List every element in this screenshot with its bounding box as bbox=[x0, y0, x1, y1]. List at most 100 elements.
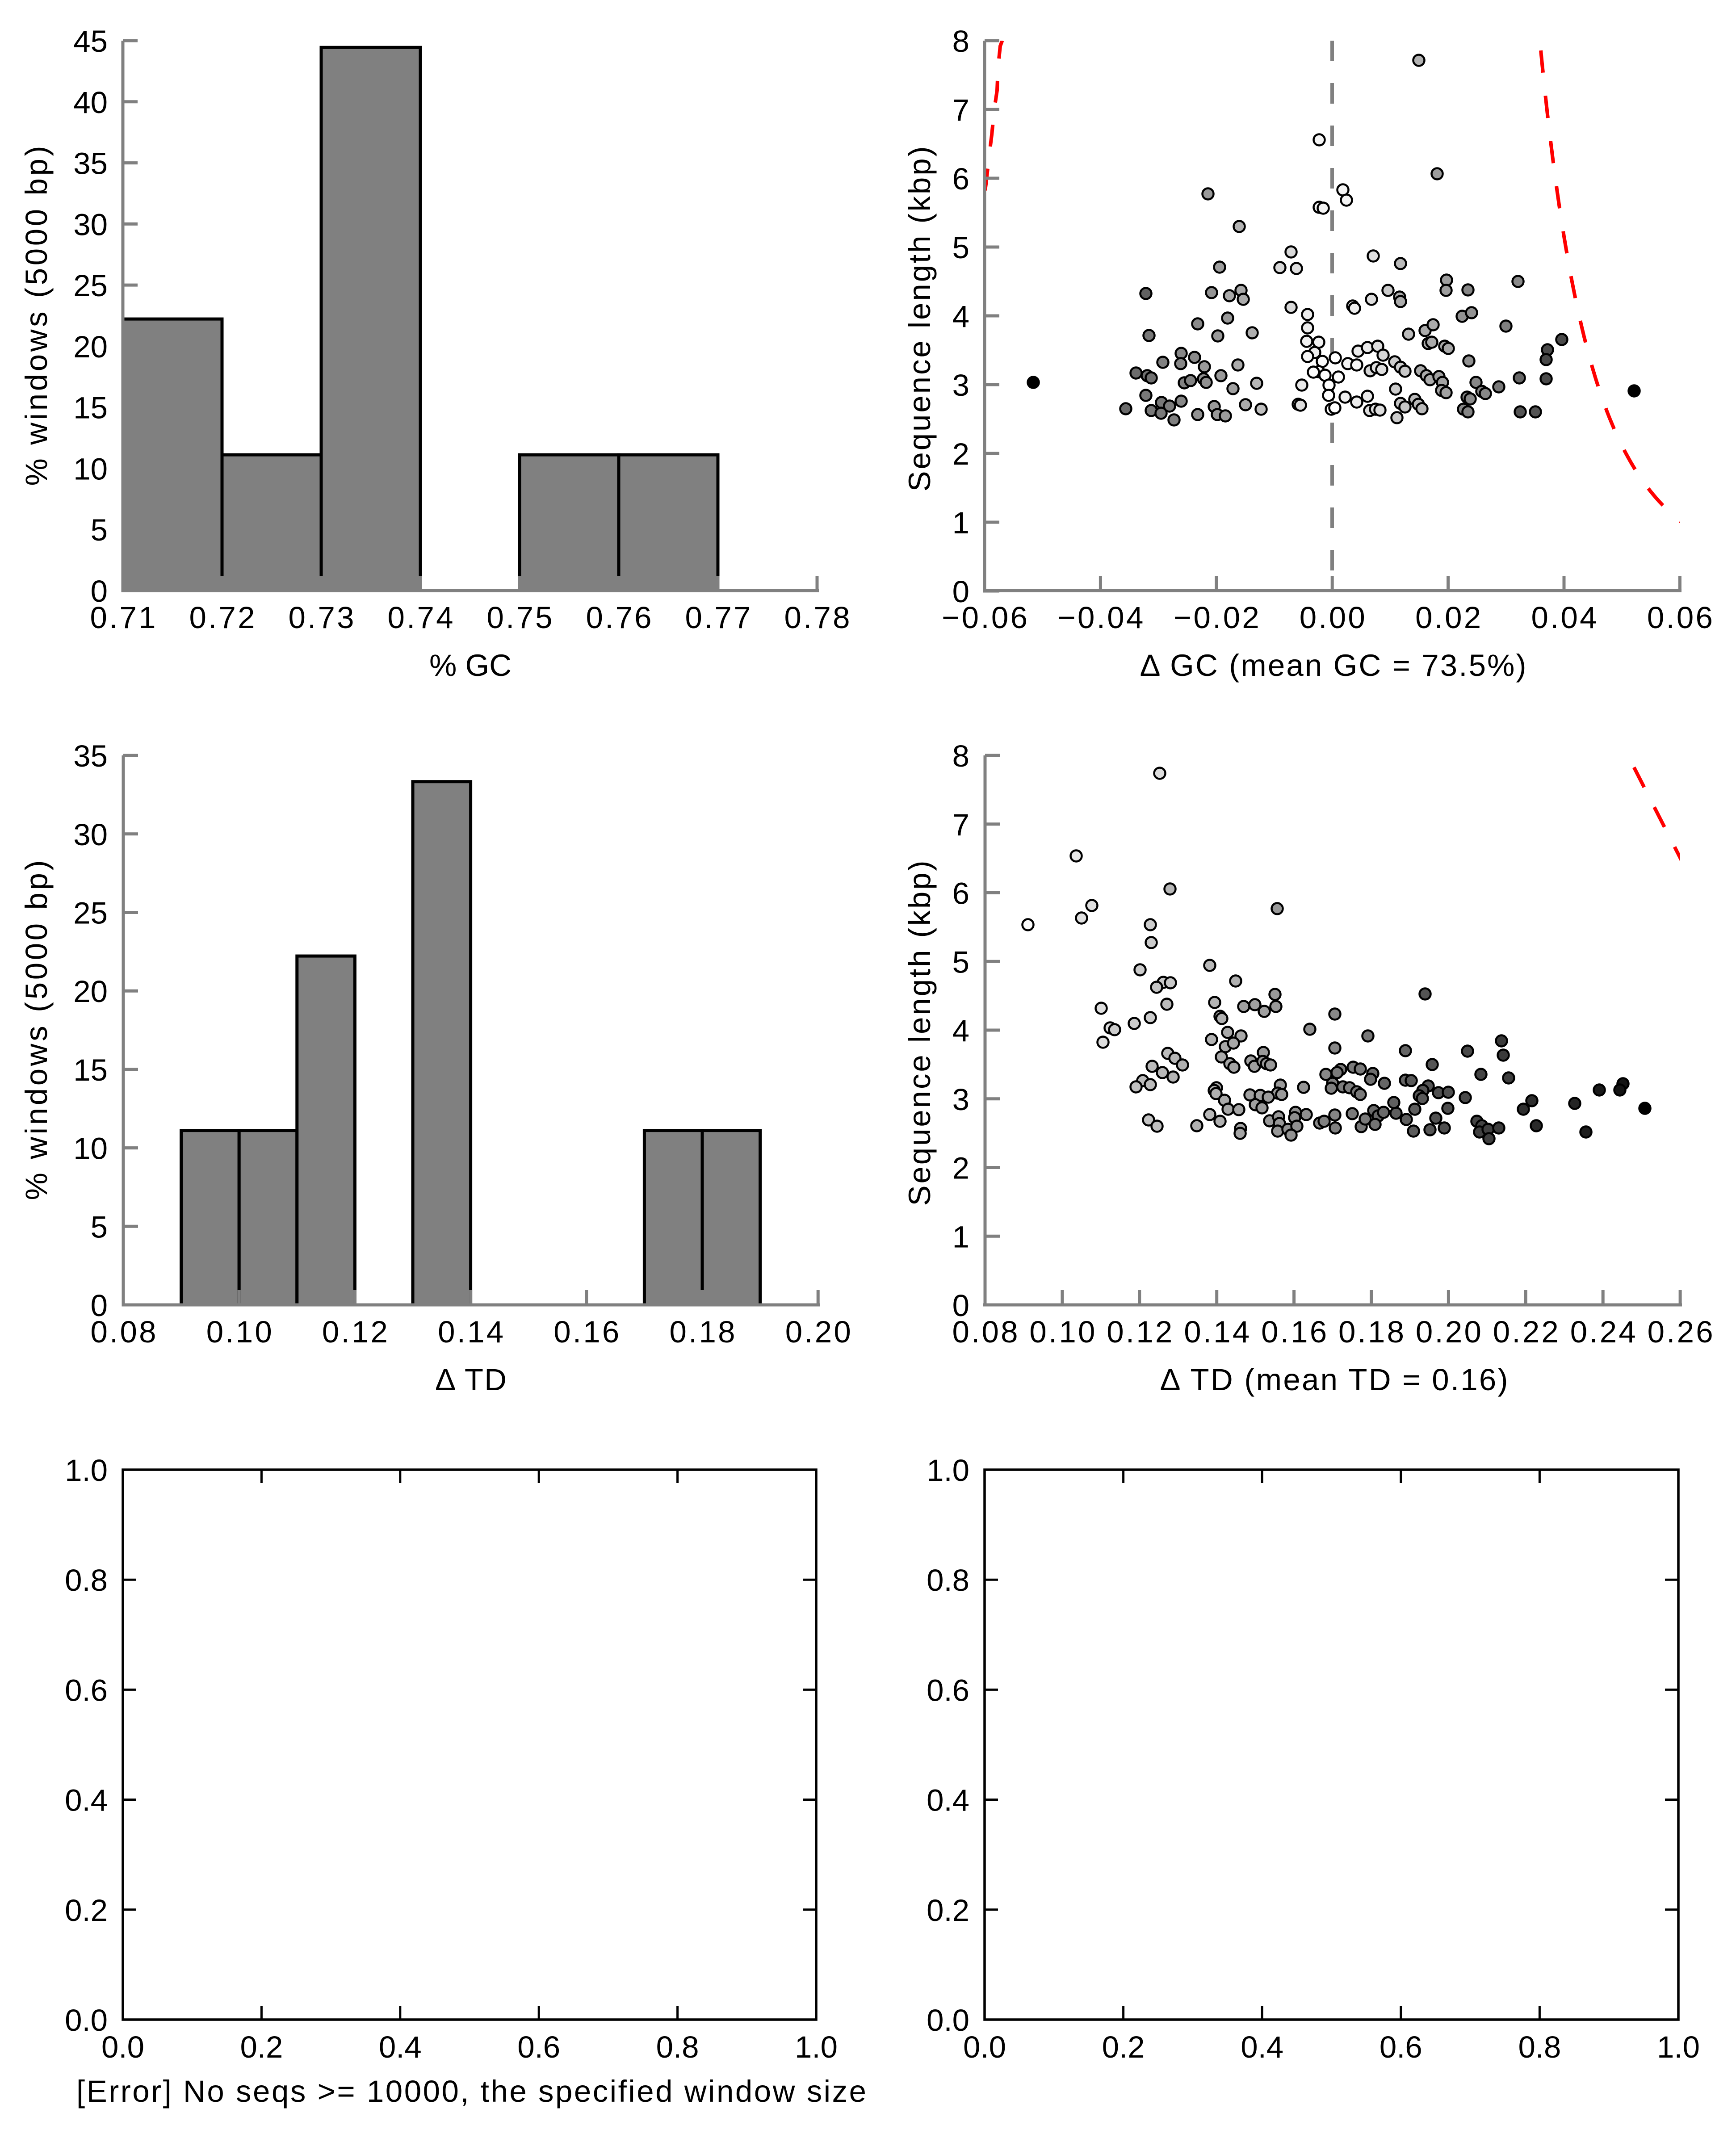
svg-text:0.4: 0.4 bbox=[1241, 2030, 1283, 2064]
svg-text:0.22: 0.22 bbox=[1493, 1315, 1559, 1349]
svg-text:4: 4 bbox=[952, 1014, 969, 1048]
svg-text:20: 20 bbox=[73, 330, 108, 364]
svg-text:−0.02: −0.02 bbox=[1174, 600, 1259, 635]
svg-text:1.0: 1.0 bbox=[927, 1453, 969, 1488]
svg-text:% windows (5000 bp): % windows (5000 bp) bbox=[19, 860, 54, 1200]
svg-text:Δ TD: Δ TD bbox=[435, 1362, 507, 1397]
svg-text:5: 5 bbox=[91, 1210, 108, 1244]
svg-text:45: 45 bbox=[73, 24, 108, 59]
svg-text:0.8: 0.8 bbox=[1518, 2030, 1561, 2064]
svg-text:0.14: 0.14 bbox=[438, 1315, 503, 1349]
svg-text:0.0: 0.0 bbox=[963, 2030, 1006, 2064]
svg-text:0.00: 0.00 bbox=[1300, 600, 1365, 635]
svg-text:6: 6 bbox=[952, 876, 969, 911]
svg-text:1: 1 bbox=[952, 506, 969, 540]
svg-text:5: 5 bbox=[952, 231, 969, 265]
svg-text:8: 8 bbox=[952, 24, 969, 59]
svg-text:0: 0 bbox=[91, 574, 108, 608]
svg-text:Δ GC (mean GC = 73.5%): Δ GC (mean GC = 73.5%) bbox=[1140, 648, 1526, 683]
svg-text:0.75: 0.75 bbox=[487, 600, 553, 635]
svg-text:0.0: 0.0 bbox=[927, 2003, 969, 2037]
svg-text:0.6: 0.6 bbox=[927, 1673, 969, 1707]
svg-text:% GC: % GC bbox=[429, 648, 512, 683]
svg-text:0.14: 0.14 bbox=[1184, 1315, 1250, 1349]
svg-text:0.4: 0.4 bbox=[927, 1783, 969, 1818]
svg-text:20: 20 bbox=[73, 974, 108, 1009]
svg-text:0.2: 0.2 bbox=[1102, 2030, 1145, 2064]
svg-text:15: 15 bbox=[73, 1053, 108, 1087]
svg-text:0.12: 0.12 bbox=[322, 1315, 388, 1349]
svg-text:3: 3 bbox=[952, 368, 969, 402]
svg-text:0.6: 0.6 bbox=[1380, 2030, 1422, 2064]
svg-text:8: 8 bbox=[952, 739, 969, 773]
svg-text:0.26: 0.26 bbox=[1648, 1315, 1713, 1349]
svg-text:15: 15 bbox=[73, 391, 108, 425]
svg-text:0.8: 0.8 bbox=[927, 1563, 969, 1597]
svg-text:0.06: 0.06 bbox=[1647, 600, 1713, 635]
svg-text:−0.04: −0.04 bbox=[1057, 600, 1143, 635]
svg-text:0.04: 0.04 bbox=[1531, 600, 1597, 635]
svg-text:0.71: 0.71 bbox=[90, 600, 156, 635]
svg-text:0.10: 0.10 bbox=[1029, 1315, 1095, 1349]
svg-text:1.0: 1.0 bbox=[795, 2030, 838, 2064]
svg-text:35: 35 bbox=[73, 147, 108, 181]
svg-text:0.24: 0.24 bbox=[1570, 1315, 1636, 1349]
svg-text:0.73: 0.73 bbox=[289, 600, 354, 635]
svg-text:0.10: 0.10 bbox=[206, 1315, 272, 1349]
svg-text:40: 40 bbox=[73, 85, 108, 120]
svg-text:0.4: 0.4 bbox=[379, 2030, 422, 2064]
svg-text:0.16: 0.16 bbox=[1261, 1315, 1327, 1349]
svg-text:Δ TD (mean TD = 0.16): Δ TD (mean TD = 0.16) bbox=[1160, 1362, 1508, 1397]
svg-text:0: 0 bbox=[952, 1288, 969, 1323]
svg-text:0.02: 0.02 bbox=[1415, 600, 1481, 635]
svg-text:0.16: 0.16 bbox=[554, 1315, 619, 1349]
svg-text:1.0: 1.0 bbox=[1657, 2030, 1700, 2064]
svg-text:Sequence length (kbp): Sequence length (kbp) bbox=[902, 861, 937, 1206]
svg-text:0.76: 0.76 bbox=[586, 600, 652, 635]
svg-text:0.8: 0.8 bbox=[65, 1563, 108, 1597]
svg-text:[Error] No seqs >= 10000, the: [Error] No seqs >= 10000, the specified … bbox=[76, 2074, 866, 2109]
svg-text:2: 2 bbox=[952, 1151, 969, 1186]
svg-text:0.6: 0.6 bbox=[65, 1673, 108, 1707]
svg-text:0.12: 0.12 bbox=[1107, 1315, 1172, 1349]
svg-text:3: 3 bbox=[952, 1082, 969, 1117]
svg-text:10: 10 bbox=[73, 452, 108, 486]
svg-text:0.72: 0.72 bbox=[189, 600, 255, 635]
svg-text:0.08: 0.08 bbox=[91, 1315, 156, 1349]
svg-text:0.20: 0.20 bbox=[785, 1315, 851, 1349]
svg-text:0: 0 bbox=[952, 574, 969, 609]
svg-text:0.6: 0.6 bbox=[517, 2030, 560, 2064]
svg-text:1.0: 1.0 bbox=[65, 1453, 108, 1488]
svg-text:0.2: 0.2 bbox=[240, 2030, 283, 2064]
svg-text:7: 7 bbox=[952, 93, 969, 127]
svg-text:7: 7 bbox=[952, 808, 969, 842]
svg-text:2: 2 bbox=[952, 437, 969, 471]
svg-text:0.8: 0.8 bbox=[656, 2030, 699, 2064]
svg-text:4: 4 bbox=[952, 299, 969, 334]
svg-text:0: 0 bbox=[91, 1288, 108, 1323]
svg-text:0.77: 0.77 bbox=[685, 600, 751, 635]
svg-text:0.2: 0.2 bbox=[65, 1893, 108, 1928]
svg-text:5: 5 bbox=[952, 945, 969, 979]
svg-text:0.20: 0.20 bbox=[1416, 1315, 1481, 1349]
svg-text:0.0: 0.0 bbox=[65, 2003, 108, 2037]
svg-text:0.74: 0.74 bbox=[388, 600, 453, 635]
svg-text:5: 5 bbox=[91, 513, 108, 547]
svg-text:10: 10 bbox=[73, 1132, 108, 1166]
svg-text:−0.06: −0.06 bbox=[942, 600, 1027, 635]
svg-text:0.78: 0.78 bbox=[784, 600, 850, 635]
svg-text:1: 1 bbox=[952, 1220, 969, 1254]
svg-text:30: 30 bbox=[73, 207, 108, 242]
svg-text:0.0: 0.0 bbox=[101, 2030, 144, 2064]
svg-text:25: 25 bbox=[73, 896, 108, 931]
svg-text:6: 6 bbox=[952, 162, 969, 196]
svg-text:% windows (5000 bp): % windows (5000 bp) bbox=[19, 146, 54, 486]
svg-text:0.08: 0.08 bbox=[952, 1315, 1018, 1349]
svg-text:Sequence length (kbp): Sequence length (kbp) bbox=[902, 147, 937, 492]
svg-text:0.2: 0.2 bbox=[927, 1893, 969, 1928]
svg-text:35: 35 bbox=[73, 739, 108, 773]
svg-text:25: 25 bbox=[73, 268, 108, 303]
svg-text:30: 30 bbox=[73, 817, 108, 852]
svg-text:0.4: 0.4 bbox=[65, 1783, 108, 1818]
svg-text:0.18: 0.18 bbox=[1338, 1315, 1404, 1349]
